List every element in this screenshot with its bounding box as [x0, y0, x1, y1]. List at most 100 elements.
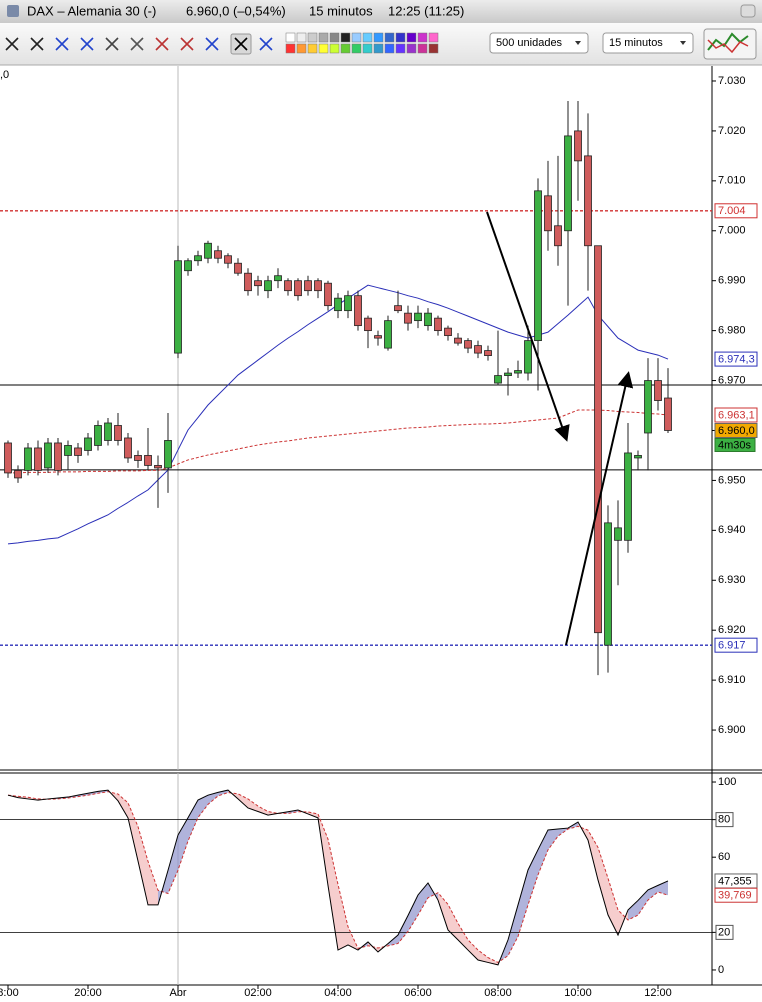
palette-swatch[interactable]	[384, 43, 395, 54]
y-tick-label: 6.950	[718, 474, 746, 486]
candle-body	[114, 425, 122, 441]
palette-swatch[interactable]	[351, 32, 362, 43]
dropdown-arrow	[680, 41, 686, 45]
level-label: 7.004	[718, 205, 746, 217]
indicators-button[interactable]	[703, 28, 757, 60]
candle-body	[454, 337, 462, 344]
palette-swatch[interactable]	[417, 32, 428, 43]
palette-swatch[interactable]	[296, 43, 307, 54]
y-tick-label: 6.920	[718, 624, 746, 636]
palette-swatch[interactable]	[285, 32, 296, 43]
candle-body	[334, 297, 342, 312]
level-label-box	[714, 637, 758, 653]
units-select-text: 500 unidades	[496, 37, 563, 49]
palette-swatch[interactable]	[285, 43, 296, 54]
interval-select[interactable]	[602, 32, 694, 54]
candle-body	[304, 280, 312, 292]
window-icon[interactable]	[7, 5, 19, 17]
candle-body	[504, 372, 512, 376]
chart-bg	[0, 66, 762, 1002]
x-tick-label: 20:00	[74, 987, 102, 999]
palette-swatch[interactable]	[340, 32, 351, 43]
palette-swatch[interactable]	[362, 32, 373, 43]
price-label-text-box	[714, 351, 758, 367]
palette-swatch[interactable]	[307, 32, 318, 43]
band-fill	[598, 847, 608, 915]
stochastic-chart: 0 20 60 80 100 47,355 39,769	[0, 776, 758, 976]
palette-swatch[interactable]	[296, 32, 307, 43]
toolbar: 500 unidades 15 minutos	[0, 23, 762, 66]
candle-body	[24, 447, 32, 471]
palette-swatch[interactable]	[395, 32, 406, 43]
palette-swatch[interactable]	[318, 32, 329, 43]
x-tick-label: 10:00	[564, 987, 592, 999]
candle-body	[524, 340, 532, 374]
palette-swatch[interactable]	[373, 43, 384, 54]
window-price: 6.960,0 (–0,54%)	[186, 3, 286, 18]
corner-label: ,0	[0, 69, 9, 81]
band-fill	[238, 793, 248, 808]
candle-body	[364, 317, 372, 332]
band-fill	[328, 839, 338, 951]
level-label: 6.917	[718, 640, 746, 652]
candle-body	[4, 442, 12, 474]
band-fill	[168, 835, 178, 894]
candle-body	[604, 522, 612, 646]
palette-swatch[interactable]	[395, 43, 406, 54]
palette-swatch[interactable]	[340, 43, 351, 54]
moving-average	[8, 409, 669, 474]
palette-swatch[interactable]	[406, 43, 417, 54]
candle-body	[384, 320, 392, 349]
candle-body	[664, 397, 672, 431]
tool-icon	[30, 37, 44, 51]
candle-body	[274, 275, 282, 282]
palette-swatch[interactable]	[406, 32, 417, 43]
tool-icon	[155, 37, 169, 51]
tool-icon	[5, 37, 19, 51]
tool-icon	[180, 37, 194, 51]
window-button[interactable]	[740, 4, 756, 18]
band-fill	[528, 849, 538, 905]
palette-swatch[interactable]	[307, 43, 318, 54]
tool-icon	[105, 37, 119, 51]
band-fill	[418, 882, 428, 916]
candle-body	[474, 345, 482, 354]
x-tick-label: 02:00	[244, 987, 272, 999]
window-time: 12:25 (11:25)	[388, 3, 464, 18]
last-value-label: 47,355	[714, 873, 758, 889]
band-fill	[588, 830, 598, 880]
palette-swatch[interactable]	[329, 43, 340, 54]
candle-body	[314, 280, 322, 292]
candle-body	[174, 260, 182, 354]
price-label-text-box	[714, 422, 758, 438]
candle-body	[94, 425, 102, 446]
palette-swatch[interactable]	[318, 43, 329, 54]
palette-swatch[interactable]	[417, 43, 428, 54]
y-tick-label: 7.020	[718, 125, 746, 137]
interval-select-text: 15 minutos	[609, 37, 663, 49]
palette-swatch[interactable]	[362, 43, 373, 54]
stochastic-d	[7, 791, 669, 964]
band-fill	[538, 829, 548, 875]
y-tick-label: 6.930	[718, 574, 746, 586]
band-fill	[478, 950, 488, 963]
y-tick-label: 7.000	[718, 225, 746, 237]
candle-body	[64, 445, 72, 456]
indicators-icon	[707, 39, 749, 54]
candle-body	[124, 437, 132, 459]
stochastic-k	[7, 789, 669, 966]
candle-body	[434, 317, 442, 332]
palette-swatch[interactable]	[428, 32, 439, 43]
band-fill	[608, 878, 618, 936]
palette-swatch[interactable]	[428, 43, 439, 54]
units-select[interactable]	[489, 32, 589, 54]
window-title: DAX – Alemania 30 (-)	[27, 3, 156, 18]
palette-swatch[interactable]	[384, 32, 395, 43]
palette-swatch[interactable]	[351, 43, 362, 54]
palette-swatch[interactable]	[329, 32, 340, 43]
candle-body	[44, 442, 52, 469]
palette-swatch[interactable]	[373, 32, 384, 43]
y-tick-label: 7.030	[718, 75, 746, 87]
band-fill	[458, 923, 468, 951]
band-fill	[118, 794, 128, 818]
